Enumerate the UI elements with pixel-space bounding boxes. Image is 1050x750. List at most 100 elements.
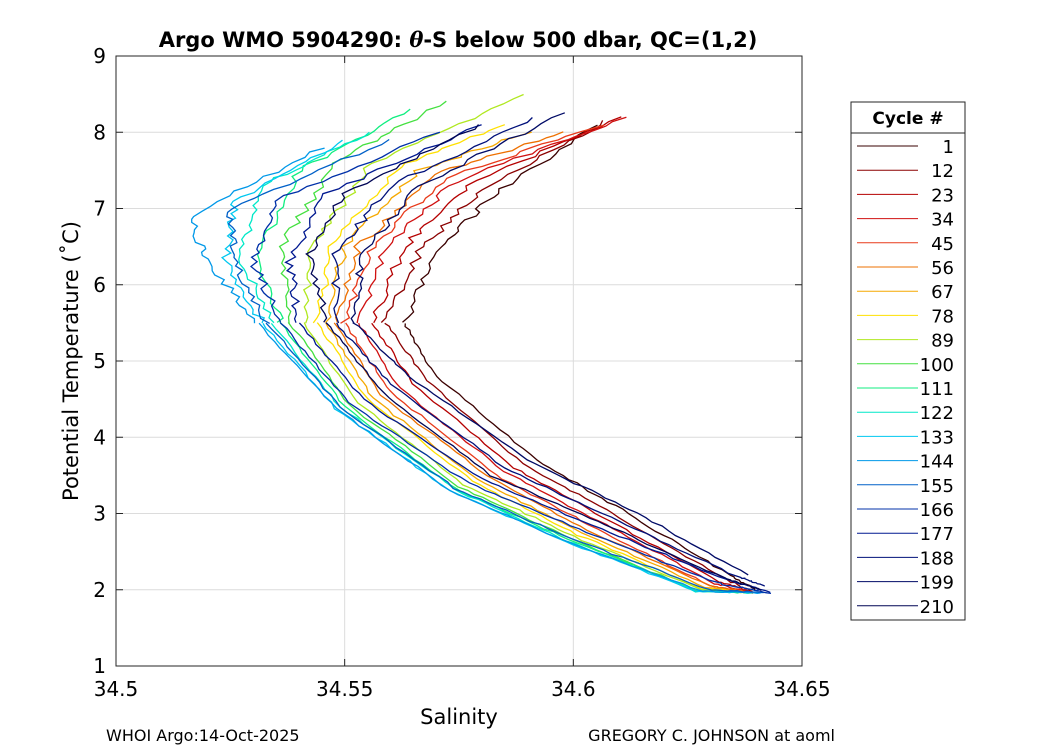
legend-title: Cycle # — [872, 109, 943, 129]
series-line-upper — [302, 93, 524, 324]
legend-label: 56 — [931, 258, 954, 279]
legend-entry: 188 — [857, 548, 954, 569]
x-axis-label: Salinity — [420, 705, 498, 729]
series-line-upper — [331, 117, 533, 324]
legend-entry: 23 — [857, 185, 954, 206]
series-line-upper — [305, 124, 480, 323]
y-axis-label: Potential Temperature (˚C) — [59, 221, 83, 501]
legend-entries: 1 12 23 34 45 56 67 78 89 100 111 122 133 144 155 166 17… — [857, 137, 954, 618]
series-line-upper — [402, 124, 598, 323]
legend-entry: 133 — [857, 427, 954, 448]
legend-entry: 56 — [857, 258, 954, 279]
legend-label: 210 — [920, 597, 954, 618]
legend-label: 122 — [920, 403, 954, 424]
series-line-lower — [325, 322, 752, 594]
series-23 — [371, 116, 753, 593]
y-tick-label: 8 — [93, 120, 106, 144]
y-tick-label: 6 — [93, 273, 106, 297]
series-line-upper — [238, 131, 370, 324]
series-166 — [249, 131, 772, 595]
series-line-upper — [278, 100, 447, 324]
series-199 — [350, 112, 749, 576]
series-188 — [331, 117, 765, 587]
legend-entry: 1 — [857, 137, 954, 158]
y-tick-label: 5 — [93, 349, 106, 373]
legend-entry: 67 — [857, 282, 954, 303]
x-tick-label: 34.55 — [316, 677, 373, 701]
legend-entry: 78 — [857, 306, 954, 327]
legend-entry: 12 — [857, 161, 954, 182]
legend-entry: 144 — [857, 452, 954, 473]
series-67 — [324, 131, 752, 594]
legend-entry: 210 — [857, 597, 954, 618]
legend-entry: 199 — [857, 573, 954, 594]
legend-label: 144 — [920, 452, 954, 473]
x-tick-label: 34.65 — [773, 677, 830, 701]
y-tick-label: 4 — [93, 425, 106, 449]
series-line-upper — [380, 120, 604, 323]
legend-label: 100 — [920, 355, 954, 376]
legend-entry: 166 — [857, 500, 954, 521]
series-line-upper — [226, 138, 390, 324]
series-155 — [226, 138, 765, 594]
series-line-upper — [220, 139, 343, 324]
legend-entry: 177 — [857, 524, 954, 545]
footer-right: GREGORY C. JOHNSON at aoml — [588, 726, 835, 745]
legend-label: 45 — [931, 234, 954, 255]
legend-entry: 111 — [857, 379, 954, 400]
legend-label: 23 — [931, 185, 954, 206]
series-line-lower — [298, 322, 771, 593]
legend-label: 199 — [920, 573, 954, 594]
series-line-lower — [279, 322, 772, 595]
series-line-upper — [350, 112, 566, 324]
series-56 — [333, 131, 753, 594]
legend-entry: 34 — [857, 210, 954, 231]
y-ticks: 1 2 3 4 5 6 7 8 9 — [93, 44, 802, 678]
series-line-upper — [249, 131, 441, 323]
legend-entry: 122 — [857, 403, 954, 424]
legend-label: 177 — [920, 524, 954, 545]
y-tick-label: 1 — [93, 654, 106, 678]
series-line-lower — [325, 322, 762, 591]
legend-entry: 45 — [857, 234, 954, 255]
series-line-lower — [371, 322, 753, 593]
y-tick-label: 7 — [93, 197, 106, 221]
series-line-lower — [333, 322, 753, 594]
legend-label: 133 — [920, 427, 954, 448]
x-tick-label: 34.5 — [94, 677, 139, 701]
series-line-upper — [324, 131, 532, 324]
legend-label: 67 — [931, 282, 954, 303]
series-177 — [284, 124, 771, 593]
chart-title: Argo WMO 5904290: θ-S below 500 dbar, QC… — [159, 27, 758, 52]
legend: Cycle # 1 12 23 34 45 56 67 78 89 100 111 122 133 144… — [850, 101, 966, 621]
series-210 — [305, 124, 762, 591]
y-tick-label: 9 — [93, 44, 106, 68]
series-line-upper — [356, 116, 627, 324]
x-ticks: 34.5 34.55 34.6 34.65 — [94, 56, 831, 701]
series-line-lower — [265, 322, 765, 594]
series-line-lower — [352, 322, 749, 576]
legend-label: 188 — [920, 548, 954, 569]
legend-entry: 155 — [857, 476, 954, 497]
y-tick-label: 3 — [93, 502, 106, 526]
legend-label: 78 — [931, 306, 954, 327]
legend-label: 1 — [943, 137, 954, 158]
series-line-upper — [284, 124, 482, 323]
series-line-lower — [336, 322, 765, 587]
legend-entry: 89 — [857, 331, 954, 352]
series-line-upper — [256, 108, 411, 323]
series-line-upper — [191, 147, 325, 324]
legend-label: 111 — [920, 379, 954, 400]
series-line-upper — [334, 131, 564, 323]
footer-left: WHOI Argo:14-Oct-2025 — [106, 726, 300, 745]
series-lines — [191, 93, 772, 595]
series-line-upper — [340, 124, 605, 324]
legend-label: 155 — [920, 476, 954, 497]
legend-entry: 100 — [857, 355, 954, 376]
series-line-upper — [312, 124, 506, 324]
y-tick-label: 2 — [93, 578, 106, 602]
legend-label: 34 — [931, 210, 954, 231]
legend-label: 12 — [931, 161, 954, 182]
series-line-lower — [258, 322, 761, 594]
